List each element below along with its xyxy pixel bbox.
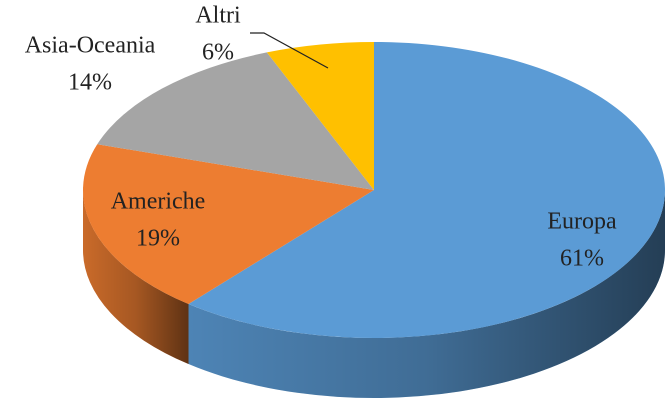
value-label: 14% [68, 70, 112, 96]
category-label: Asia-Oceania [25, 33, 156, 59]
slice [83, 144, 374, 305]
slice [188, 42, 666, 338]
slice [266, 42, 374, 190]
value-label: 19% [136, 226, 180, 252]
slice-side-shade [188, 190, 665, 398]
value-label: 61% [560, 246, 604, 272]
slice-side-shade [83, 190, 189, 365]
value-label: 6% [202, 40, 234, 66]
slice [97, 52, 374, 190]
pie [83, 42, 666, 398]
category-label: Americhe [111, 189, 206, 215]
category-label: Europa [547, 209, 617, 235]
labels: Europa 61% Americhe 19% Asia-Oceania 14% Altri… [25, 3, 617, 272]
leader-line [250, 32, 329, 69]
category-label: Altri [195, 3, 241, 29]
